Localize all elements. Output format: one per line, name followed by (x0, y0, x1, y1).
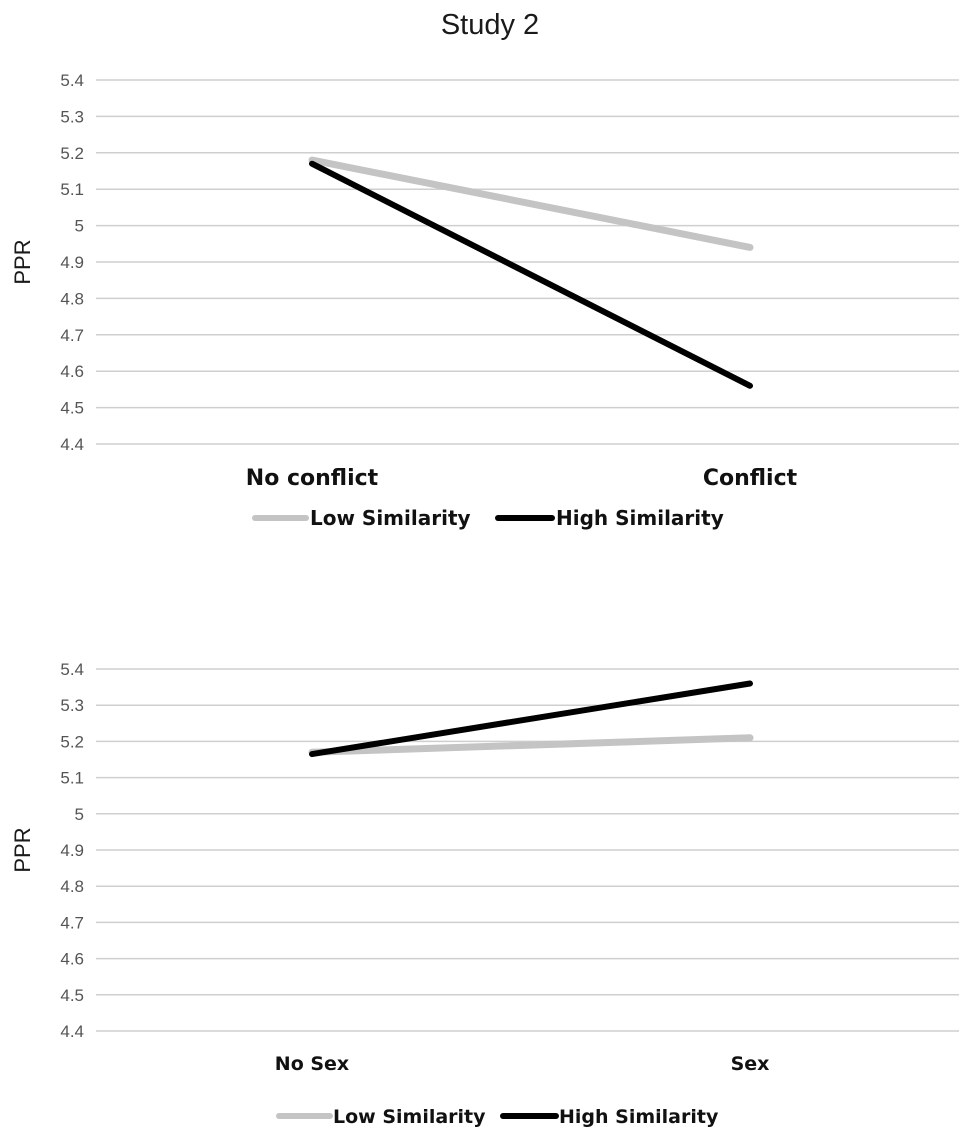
y-tick-label: 4.8 (60, 289, 84, 308)
legend-label: Low Similarity (333, 1106, 486, 1127)
x-category-label: No Sex (275, 1053, 349, 1075)
y-tick-label: 5.3 (60, 696, 84, 715)
legend-label: High Similarity (556, 506, 724, 530)
y-tick-label: 4.6 (60, 362, 84, 381)
legend-label: Low Similarity (310, 506, 471, 530)
y-tick-label: 4.8 (60, 877, 84, 896)
x-category-label: Conflict (703, 466, 798, 491)
y-tick-label: 4.7 (60, 913, 84, 932)
y-tick-label: 4.4 (60, 1022, 84, 1041)
series-line-low-similarity (308, 734, 754, 756)
legend-label: High Similarity (559, 1106, 719, 1127)
y-tick-label: 5.1 (60, 180, 84, 199)
y-tick-label: 4.5 (60, 986, 84, 1005)
x-category-label: Sex (731, 1053, 770, 1075)
y-tick-label: 4.9 (60, 841, 84, 860)
y-axis-label: PPR (10, 827, 35, 872)
x-category-label: No conflict (246, 466, 379, 491)
series-line-high-similarity (309, 160, 753, 389)
y-tick-label: 5 (75, 805, 84, 824)
y-tick-label: 5.2 (60, 732, 84, 751)
y-tick-label: 4.4 (60, 435, 84, 454)
chart-title: Study 2 (441, 9, 539, 41)
y-tick-label: 5.2 (60, 144, 84, 163)
y-tick-label: 5.4 (60, 71, 84, 90)
y-tick-label: 5.1 (60, 769, 84, 788)
y-tick-label: 4.7 (60, 326, 84, 345)
y-tick-label: 5.3 (60, 107, 84, 126)
y-tick-label: 4.6 (60, 950, 84, 969)
series-line-high-similarity (309, 680, 753, 758)
y-tick-label: 5 (75, 217, 84, 236)
y-axis-label: PPR (10, 239, 35, 284)
y-tick-label: 4.9 (60, 253, 84, 272)
y-tick-label: 4.5 (60, 399, 84, 418)
y-tick-label: 5.4 (60, 660, 84, 679)
series-line-low-similarity (308, 156, 754, 251)
